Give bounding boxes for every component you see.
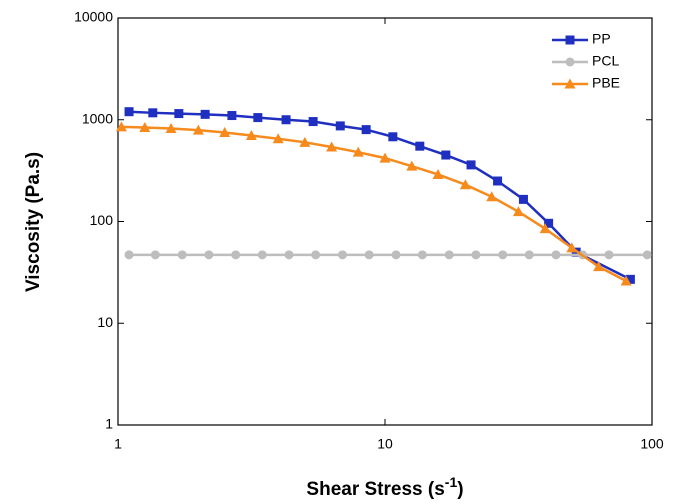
marker xyxy=(245,130,257,141)
marker xyxy=(165,123,177,134)
x-tick-label: 1 xyxy=(114,436,122,452)
marker xyxy=(565,35,575,45)
marker xyxy=(308,117,318,127)
marker xyxy=(174,109,184,119)
marker xyxy=(471,250,481,260)
marker xyxy=(459,179,471,190)
marker xyxy=(406,160,418,171)
marker xyxy=(311,250,321,260)
marker xyxy=(593,261,605,272)
marker xyxy=(539,223,551,234)
marker xyxy=(444,250,454,260)
marker xyxy=(219,126,231,137)
marker xyxy=(391,250,401,260)
y-tick-label: 10 xyxy=(97,314,113,330)
x-axis-title: Shear Stress (s-1) xyxy=(306,474,463,500)
marker xyxy=(364,250,374,260)
marker xyxy=(124,250,134,260)
marker xyxy=(466,160,476,170)
marker xyxy=(524,250,534,260)
marker xyxy=(352,146,364,157)
marker xyxy=(518,194,528,204)
x-axis-title-main: Shear Stress (s xyxy=(306,479,444,500)
marker xyxy=(231,250,241,260)
y-axis-title: Viscosity (Pa.s) xyxy=(23,152,44,292)
marker xyxy=(192,124,204,135)
marker xyxy=(148,108,158,118)
marker xyxy=(551,250,561,260)
marker xyxy=(335,121,345,131)
marker xyxy=(564,78,576,89)
marker xyxy=(417,250,427,260)
plot-frame xyxy=(117,17,653,426)
marker xyxy=(388,132,398,142)
marker xyxy=(177,250,187,260)
marker xyxy=(272,133,284,144)
marker xyxy=(415,141,425,151)
marker xyxy=(620,275,632,286)
marker xyxy=(326,141,338,152)
marker xyxy=(379,152,391,163)
marker xyxy=(253,113,263,123)
marker xyxy=(642,250,652,260)
marker xyxy=(204,250,214,260)
marker xyxy=(337,250,347,260)
marker xyxy=(498,250,508,260)
marker xyxy=(124,107,134,117)
y-tick-label: 1000 xyxy=(82,110,113,126)
marker xyxy=(257,250,267,260)
marker xyxy=(227,111,237,121)
x-tick-label: 100 xyxy=(640,436,664,452)
marker xyxy=(150,250,160,260)
legend-text: PBE xyxy=(592,75,620,91)
x-tick-label: 10 xyxy=(377,436,393,452)
legend-item: PBE xyxy=(552,75,620,91)
marker xyxy=(441,150,451,160)
series-line xyxy=(121,125,627,283)
marker xyxy=(625,274,635,284)
marker xyxy=(299,136,311,147)
x-axis-title-end: ) xyxy=(457,479,463,500)
legend-item: PCL xyxy=(552,53,619,69)
y-tick-label: 1 xyxy=(105,416,113,432)
marker xyxy=(604,250,614,260)
marker xyxy=(200,109,210,119)
marker xyxy=(493,176,503,186)
marker xyxy=(486,191,498,202)
marker xyxy=(432,168,444,179)
marker xyxy=(544,218,554,228)
legend-text: PCL xyxy=(592,53,619,69)
marker xyxy=(361,125,371,135)
marker xyxy=(284,250,294,260)
marker xyxy=(281,115,291,125)
marker xyxy=(115,121,127,132)
marker xyxy=(566,242,578,253)
legend-item: PP xyxy=(552,31,611,47)
y-tick-label: 10000 xyxy=(74,9,113,25)
legend-text: PP xyxy=(592,31,611,47)
marker xyxy=(139,121,151,132)
x-axis-title-sup: -1 xyxy=(445,474,458,490)
y-tick-label: 100 xyxy=(90,212,114,228)
marker xyxy=(512,206,524,217)
marker xyxy=(565,57,575,67)
